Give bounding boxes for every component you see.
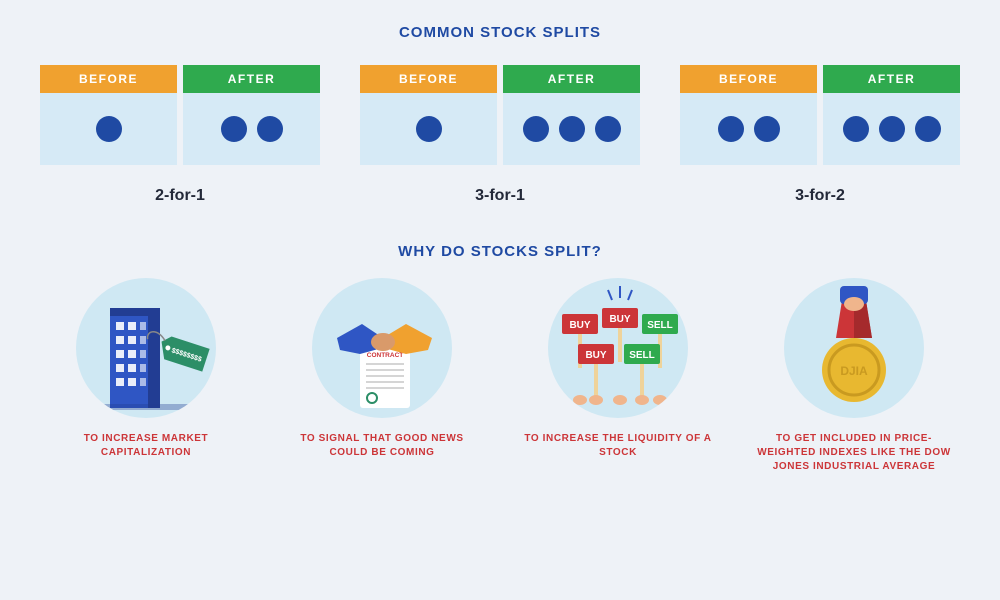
before-after-row: BEFOREAFTER [680, 65, 960, 165]
before-body [680, 93, 817, 165]
share-dot [257, 116, 283, 142]
before-header: BEFORE [40, 65, 177, 93]
djia-medal-icon: DJIA [784, 278, 924, 418]
share-dot [96, 116, 122, 142]
svg-text:BUY: BUY [609, 314, 630, 325]
handshake-contract-icon: CONTRACT [312, 278, 452, 418]
reason-item: CONTRACT TO SIGNAL THAT GOOD NEWS COULD … [276, 278, 488, 474]
splits-row: BEFOREAFTER2-for-1BEFOREAFTER3-for-1BEFO… [40, 65, 960, 205]
share-dot [559, 116, 585, 142]
reason-label: TO SIGNAL THAT GOOD NEWS COULD BE COMING [282, 432, 482, 460]
split-card: BEFOREAFTER 2-for-1 [40, 65, 320, 205]
reasons-row: $$$$$$$$ TO INCREASE MARKET CAPITALIZATI… [40, 278, 960, 474]
svg-text:BUY: BUY [585, 350, 606, 361]
section-title-reasons: WHY DO STOCKS SPLIT? [40, 243, 960, 260]
after-body [183, 93, 320, 165]
before-header: BEFORE [680, 65, 817, 93]
reason-label: TO INCREASE MARKET CAPITALIZATION [46, 432, 246, 460]
after-header: AFTER [503, 65, 640, 93]
split-ratio-label: 3-for-1 [475, 187, 525, 205]
share-dot [718, 116, 744, 142]
reason-item: BUY BUY SELL BUY SELL [512, 278, 724, 474]
before-after-row: BEFOREAFTER [360, 65, 640, 165]
share-dot [843, 116, 869, 142]
after-header: AFTER [183, 65, 320, 93]
reason-label: TO INCREASE THE LIQUIDITY OF A STOCK [518, 432, 718, 460]
svg-text:SELL: SELL [629, 350, 655, 361]
after-header: AFTER [823, 65, 960, 93]
buy-sell-signs-icon: BUY BUY SELL BUY SELL [548, 278, 688, 418]
svg-text:DJIA: DJIA [840, 364, 868, 378]
split-card: BEFOREAFTER 3-for-1 [360, 65, 640, 205]
share-dot [915, 116, 941, 142]
svg-text:SELL: SELL [647, 320, 673, 331]
before-header: BEFORE [360, 65, 497, 93]
infographic-page: COMMON STOCK SPLITS BEFOREAFTER2-for-1BE… [0, 0, 1000, 600]
after-body [823, 93, 960, 165]
split-card: BEFOREAFTER 3-for-2 [680, 65, 960, 205]
share-dot [221, 116, 247, 142]
share-dot [416, 116, 442, 142]
before-after-row: BEFOREAFTER [40, 65, 320, 165]
section-title-splits: COMMON STOCK SPLITS [40, 24, 960, 41]
before-column: BEFORE [680, 65, 817, 165]
svg-text:CONTRACT: CONTRACT [367, 352, 403, 359]
split-ratio-label: 2-for-1 [155, 187, 205, 205]
before-column: BEFORE [40, 65, 177, 165]
after-column: AFTER [503, 65, 640, 165]
building-tag-icon: $$$$$$$$ [76, 278, 216, 418]
share-dot [879, 116, 905, 142]
share-dot [595, 116, 621, 142]
after-body [503, 93, 640, 165]
svg-text:BUY: BUY [569, 320, 590, 331]
reason-item: $$$$$$$$ TO INCREASE MARKET CAPITALIZATI… [40, 278, 252, 474]
share-dot [523, 116, 549, 142]
reason-item: DJIA TO GET INCLUDED IN PRICE-WEIGHTED I… [748, 278, 960, 474]
split-ratio-label: 3-for-2 [795, 187, 845, 205]
share-dot [754, 116, 780, 142]
before-body [360, 93, 497, 165]
before-body [40, 93, 177, 165]
after-column: AFTER [823, 65, 960, 165]
after-column: AFTER [183, 65, 320, 165]
reason-label: TO GET INCLUDED IN PRICE-WEIGHTED INDEXE… [754, 432, 954, 474]
before-column: BEFORE [360, 65, 497, 165]
